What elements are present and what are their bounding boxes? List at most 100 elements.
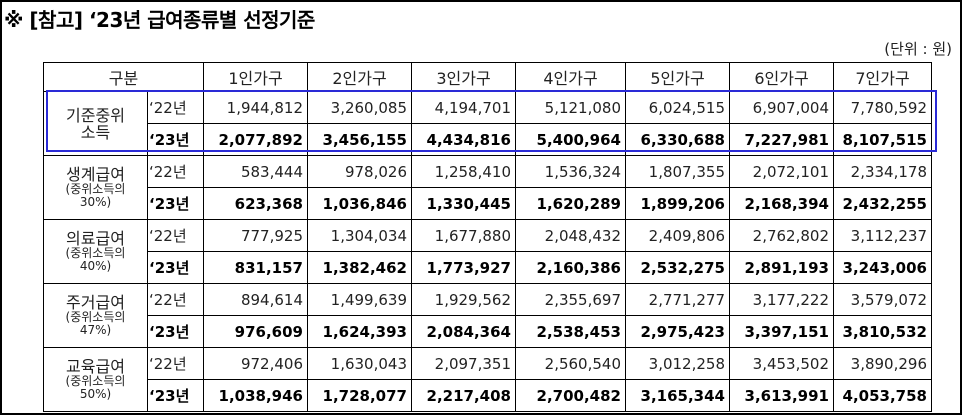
value-cell: 1,258,410 — [411, 155, 516, 188]
value-cell: 3,810,532 — [833, 315, 932, 348]
value-cell: 1,304,034 — [307, 219, 412, 252]
value-cell: 2,538,453 — [515, 315, 626, 348]
year-cell: ‘22년 — [147, 91, 204, 124]
value-cell: 1,330,445 — [411, 187, 516, 220]
value-cell: 6,330,688 — [625, 123, 730, 156]
value-cell: 976,609 — [203, 315, 308, 348]
page-title: ※ [참고] ‘23년 급여종류별 선정기준 — [4, 8, 315, 32]
value-cell: 1,677,880 — [411, 219, 516, 252]
value-cell: 2,432,255 — [833, 187, 932, 220]
category-note: (중위소득의 40%) — [65, 246, 126, 273]
header-category: 구분 — [43, 62, 204, 92]
table-row: ‘23년 2,077,892 3,456,155 4,434,816 5,400,964… — [44, 123, 932, 156]
value-cell: 6,907,004 — [729, 91, 834, 124]
value-cell: 2,700,482 — [515, 379, 626, 412]
value-cell: 2,409,806 — [625, 219, 730, 252]
table-row: 교육급여 (중위소득의 50%) ‘22년 972,406 1,630,043 2,097… — [43, 347, 932, 412]
table-row: ‘23년 831,157 1,382,462 1,773,927 2,160,386 2,… — [44, 251, 932, 284]
header-column: 3인가구 — [411, 62, 516, 92]
header-column: 6인가구 — [729, 62, 834, 92]
table-row: 생계급여 (중위소득의 30%) ‘22년 583,444 978,026 1,258,4… — [43, 155, 932, 220]
value-cell: 4,434,816 — [411, 123, 516, 156]
value-cell: 3,177,222 — [729, 283, 834, 316]
table-row: 주거급여 (중위소득의 47%) ‘22년 894,614 1,499,639 1,929… — [43, 283, 932, 348]
table-row: 의료급여 (중위소득의 40%) ‘22년 777,925 1,304,034 1,677… — [43, 219, 932, 284]
category-name: 주거급여 — [66, 293, 125, 312]
header-column: 1인가구 — [203, 62, 308, 92]
value-cell: 4,053,758 — [833, 379, 932, 412]
value-cell: 7,780,592 — [833, 91, 932, 124]
value-cell: 2,168,394 — [729, 187, 834, 220]
value-cell: 3,260,085 — [307, 91, 412, 124]
table-row: ‘23년 1,038,946 1,728,077 2,217,408 2,700,482… — [44, 379, 932, 412]
value-cell: 1,899,206 — [625, 187, 730, 220]
year-cell: ‘22년 — [147, 283, 204, 316]
value-cell: 3,456,155 — [307, 123, 412, 156]
category-name: 교육급여 — [66, 357, 125, 376]
table-row: 기준중위 소득 ‘22년 1,944,812 3,260,085 4,194,701 5,… — [43, 91, 932, 156]
value-cell: 3,579,072 — [833, 283, 932, 316]
value-cell: 831,157 — [203, 251, 308, 284]
value-cell: 1,382,462 — [307, 251, 412, 284]
value-cell: 2,560,540 — [515, 347, 626, 380]
value-cell: 2,077,892 — [203, 123, 308, 156]
category-note: (중위소득의 47%) — [65, 310, 126, 337]
header-row: 구분 1인가구 2인가구 3인가구 4인가구 5인가구 6인가구 7인가구 — [43, 62, 932, 92]
header-column: 7인가구 — [833, 62, 932, 92]
header-column: 5인가구 — [625, 62, 730, 92]
value-cell: 2,762,802 — [729, 219, 834, 252]
value-cell: 2,048,432 — [515, 219, 626, 252]
year-cell: ‘22년 — [147, 347, 204, 380]
category-note: (중위소득의 30%) — [65, 182, 126, 209]
value-cell: 978,026 — [307, 155, 412, 188]
category-name: 생계급여 — [66, 165, 125, 184]
header-column: 4인가구 — [515, 62, 626, 92]
table-row: ‘23년 976,609 1,624,393 2,084,364 2,538,453 2,… — [44, 315, 932, 348]
value-cell: 1,728,077 — [307, 379, 412, 412]
value-cell: 2,097,351 — [411, 347, 516, 380]
value-cell: 3,397,151 — [729, 315, 834, 348]
value-cell: 7,227,981 — [729, 123, 834, 156]
table-row: ‘23년 623,368 1,036,846 1,330,445 1,620,289 1,… — [44, 187, 932, 220]
value-cell: 3,012,258 — [625, 347, 730, 380]
value-cell: 777,925 — [203, 219, 308, 252]
value-cell: 1,929,562 — [411, 283, 516, 316]
value-cell: 3,165,344 — [625, 379, 730, 412]
category-cell: 의료급여 (중위소득의 40%) — [43, 219, 148, 284]
year-cell: ‘23년 — [147, 315, 204, 348]
value-cell: 2,084,364 — [411, 315, 516, 348]
value-cell: 2,891,193 — [729, 251, 834, 284]
value-cell: 5,121,080 — [515, 91, 626, 124]
value-cell: 2,532,275 — [625, 251, 730, 284]
value-cell: 1,620,289 — [515, 187, 626, 220]
value-cell: 1,038,946 — [203, 379, 308, 412]
header-column: 2인가구 — [307, 62, 412, 92]
value-cell: 1,536,324 — [515, 155, 626, 188]
value-cell: 3,890,296 — [833, 347, 932, 380]
value-cell: 2,072,101 — [729, 155, 834, 188]
year-cell: ‘23년 — [147, 123, 204, 156]
value-cell: 5,400,964 — [515, 123, 626, 156]
value-cell: 623,368 — [203, 187, 308, 220]
category-cell: 주거급여 (중위소득의 47%) — [43, 283, 148, 348]
category-cell: 교육급여 (중위소득의 50%) — [43, 347, 148, 412]
year-cell: ‘23년 — [147, 251, 204, 284]
value-cell: 3,613,991 — [729, 379, 834, 412]
value-cell: 1,036,846 — [307, 187, 412, 220]
value-cell: 2,975,423 — [625, 315, 730, 348]
value-cell: 3,243,006 — [833, 251, 932, 284]
value-cell: 972,406 — [203, 347, 308, 380]
value-cell: 1,630,043 — [307, 347, 412, 380]
value-cell: 894,614 — [203, 283, 308, 316]
value-cell: 2,217,408 — [411, 379, 516, 412]
value-cell: 2,160,386 — [515, 251, 626, 284]
value-cell: 1,773,927 — [411, 251, 516, 284]
year-cell: ‘23년 — [147, 187, 204, 220]
criteria-table: 구분 1인가구 2인가구 3인가구 4인가구 5인가구 6인가구 7인가구 기준… — [43, 62, 932, 412]
value-cell: 2,355,697 — [515, 283, 626, 316]
category-cell: 기준중위 소득 — [43, 91, 148, 156]
category-name: 기준중위 소득 — [66, 105, 125, 142]
value-cell: 1,624,393 — [307, 315, 412, 348]
value-cell: 1,499,639 — [307, 283, 412, 316]
